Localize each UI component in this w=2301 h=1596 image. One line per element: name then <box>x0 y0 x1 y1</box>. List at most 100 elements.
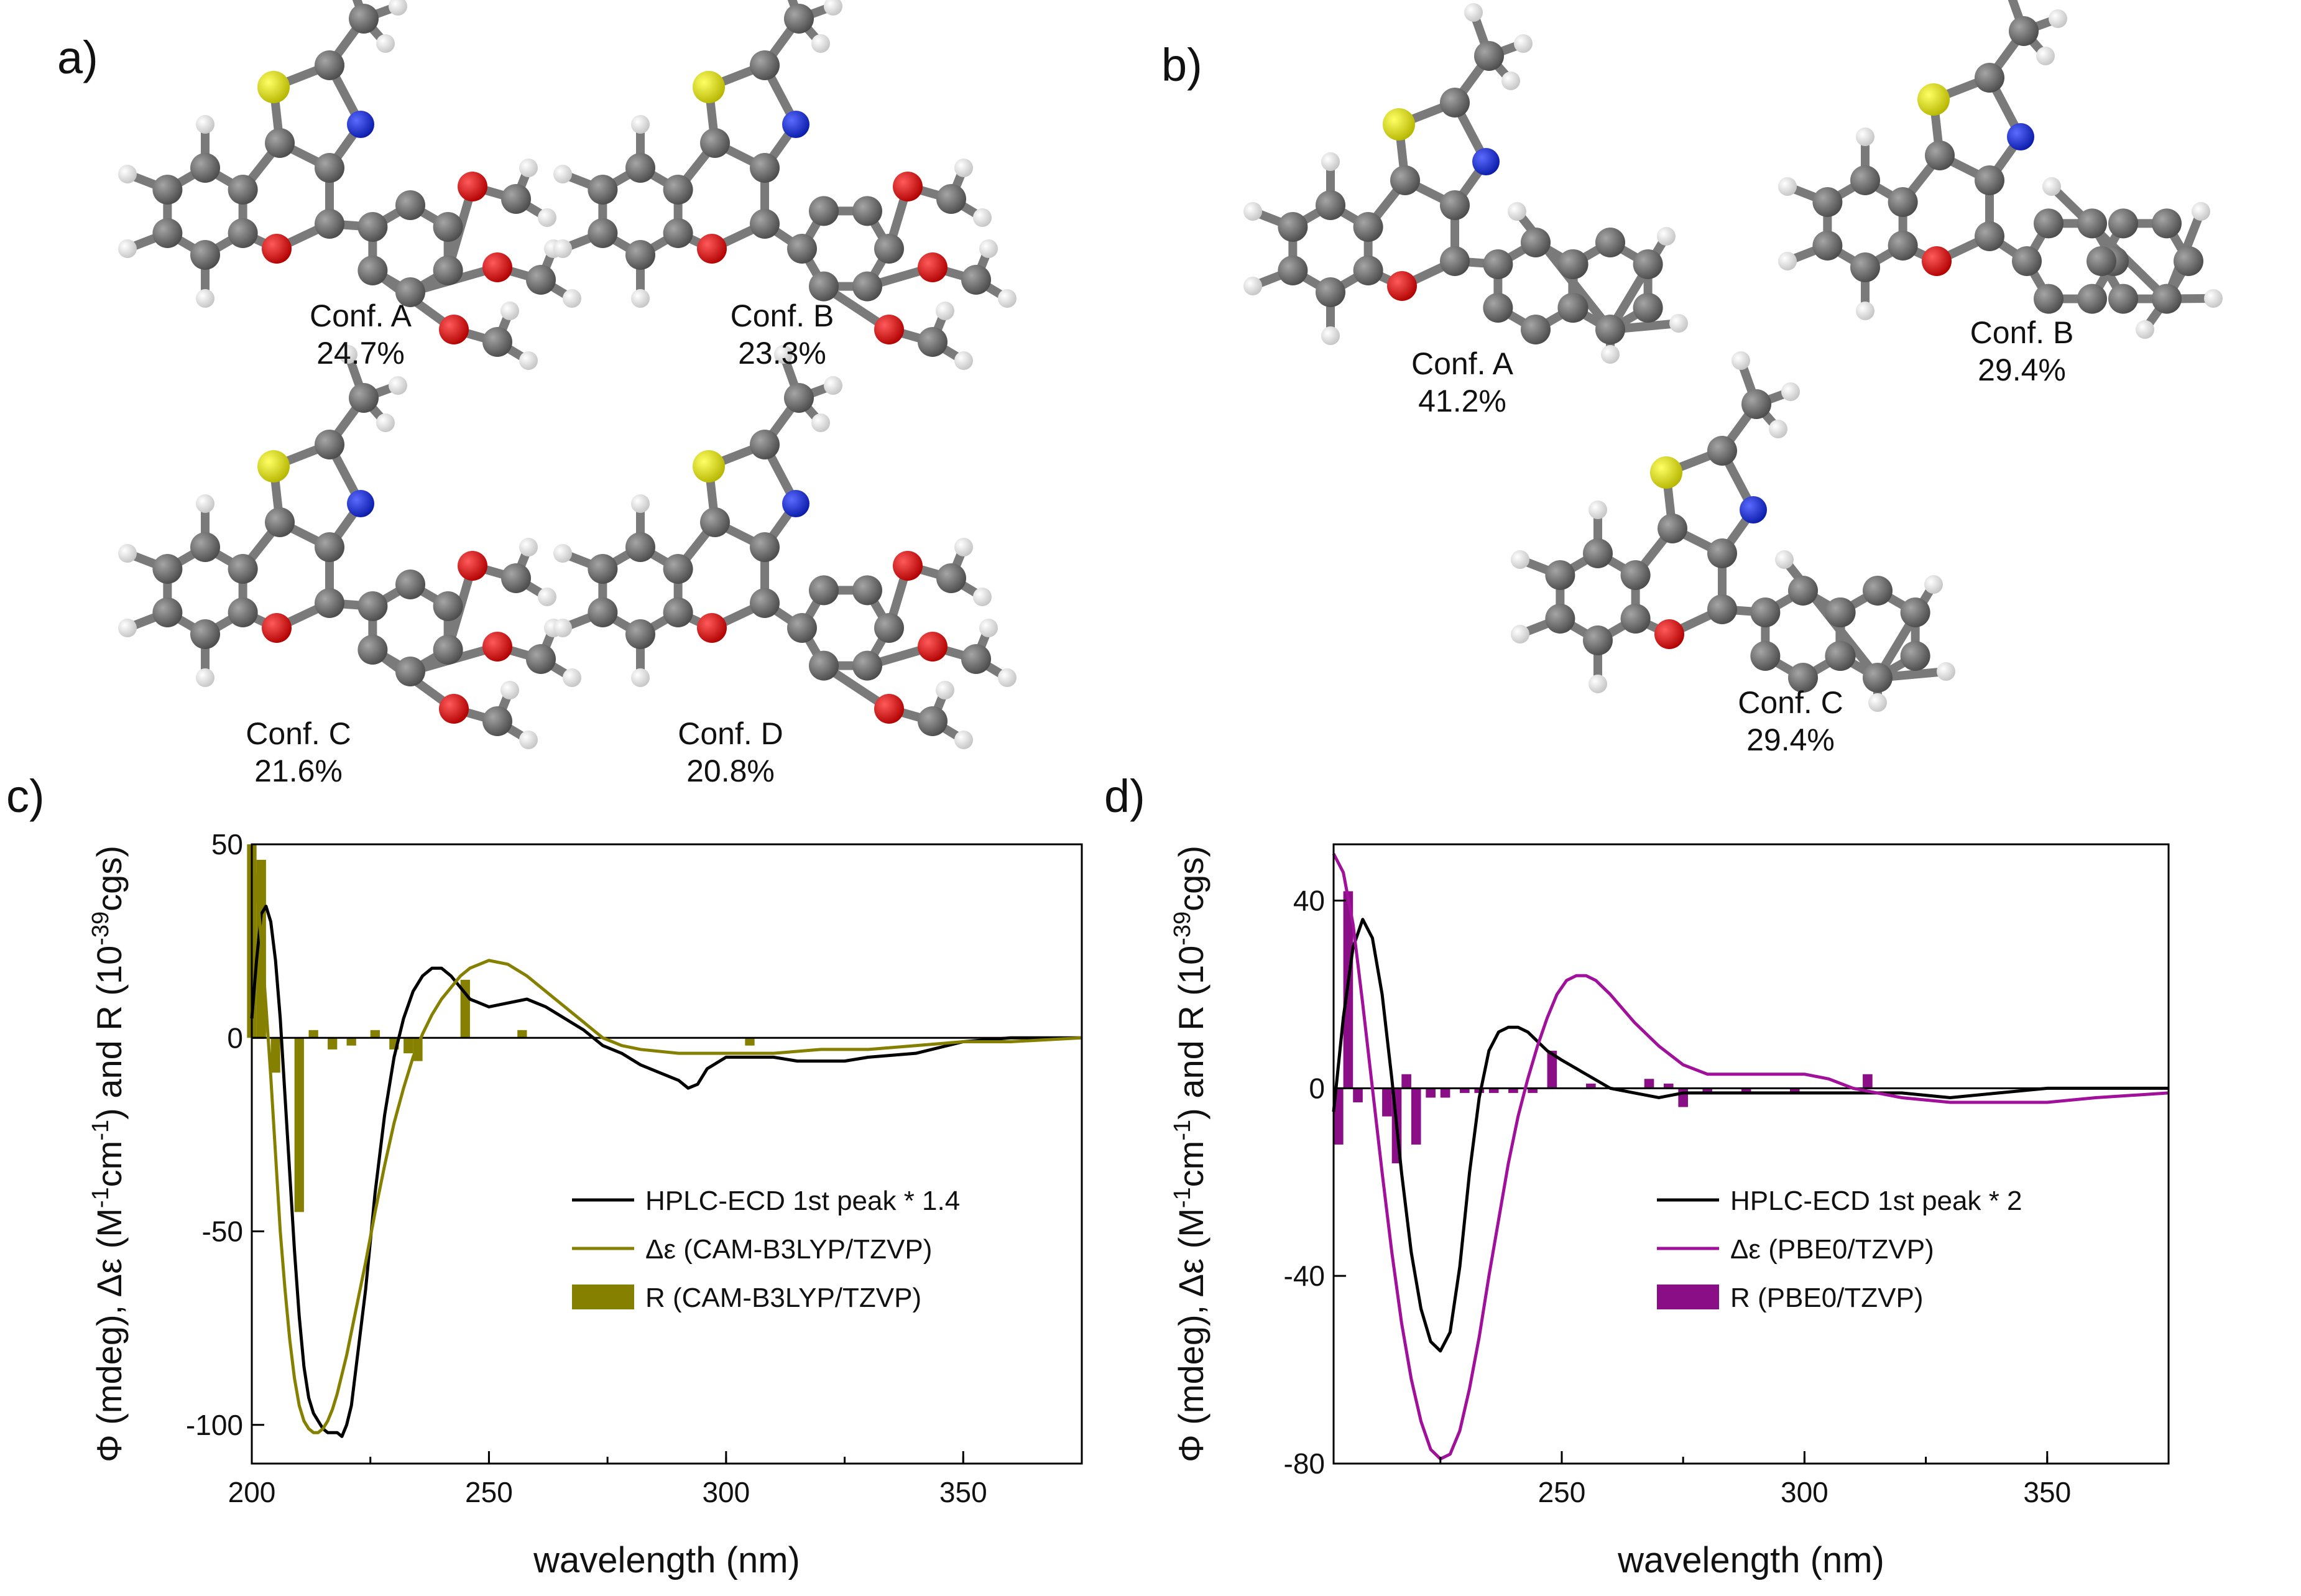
carbon-atom <box>852 575 882 606</box>
carbon-atom <box>1316 277 1345 307</box>
conf-label-a-D: Conf. D 20.8% <box>678 716 783 788</box>
hydrogen-atom <box>519 351 538 370</box>
hydrogen-atom <box>811 34 830 53</box>
carbon-atom <box>1975 165 2004 195</box>
hydrogen-atom <box>2049 9 2067 28</box>
carbon-atom <box>357 635 388 665</box>
hydrogen-atom <box>519 159 538 177</box>
hydrogen-atom <box>1781 382 1800 401</box>
carbon-atom <box>152 554 183 584</box>
carbon-atom <box>1812 231 1843 261</box>
hydrogen-atom <box>1243 202 1262 221</box>
carbon-atom <box>357 256 388 285</box>
hydrogen-atom <box>389 0 407 16</box>
hydrogen-atom <box>954 351 973 370</box>
carbon-atom <box>357 212 388 242</box>
carbon-atom <box>152 218 183 248</box>
carbon-atom <box>1483 249 1513 279</box>
carbon-atom <box>190 619 220 649</box>
carbon-atom <box>1863 663 1893 693</box>
sulfur-atom <box>693 71 725 103</box>
hydrogen-atom <box>1657 227 1676 246</box>
r-bar <box>1702 1088 1713 1093</box>
carbon-atom <box>852 650 882 681</box>
hydrogen-atom <box>973 208 992 227</box>
conf-label-b-A: Conf. A 41.2% <box>1411 346 1513 418</box>
carbon-atom <box>700 128 730 158</box>
hydrogen-atom <box>979 239 998 258</box>
r-bar <box>1547 1051 1557 1089</box>
bond <box>2047 182 2171 303</box>
oxygen-atom <box>697 613 727 643</box>
carbon-atom <box>1900 597 1930 627</box>
calculated-de-line <box>250 852 1082 1434</box>
hydrogen-atom <box>2204 289 2223 308</box>
y-axis-label-part: cgs) <box>1171 846 1210 911</box>
carbon-atom <box>1975 63 2004 93</box>
carbon-atom <box>1741 389 1771 419</box>
oxygen-atom <box>874 694 904 724</box>
carbon-atom <box>1658 514 1687 543</box>
hydrogen-atom <box>1589 500 1607 519</box>
hydrogen-atom <box>936 681 954 699</box>
legend-label: R (PBE0/TZVP) <box>1730 1283 1924 1313</box>
carbon-atom <box>190 532 220 562</box>
r-bar <box>1488 1088 1499 1093</box>
hydrogen-atom <box>824 0 842 16</box>
carbon-atom <box>315 153 344 183</box>
carbon-atom <box>433 256 463 285</box>
y-axis-label-part: -1 <box>1169 1120 1196 1141</box>
carbon-atom <box>961 644 991 674</box>
carbon-atom <box>228 175 258 205</box>
hydrogen-atom <box>118 619 137 637</box>
oxygen-atom <box>458 551 487 581</box>
legend-swatch-bar <box>572 1285 634 1309</box>
carbon-atom <box>2077 208 2107 239</box>
hydrogen-atom <box>1669 314 1688 333</box>
r-bar <box>403 1038 413 1054</box>
hydrogen-atom <box>631 289 650 308</box>
carbon-atom <box>1707 538 1737 568</box>
carbon-atom <box>1825 597 1855 627</box>
carbon-atom <box>1900 641 1930 671</box>
oxygen-atom <box>1922 246 1952 276</box>
carbon-atom <box>315 430 344 459</box>
carbon-atom <box>1440 246 1470 276</box>
hydrogen-atom <box>631 668 650 687</box>
hydrogen-atom <box>389 376 407 395</box>
hydrogen-atom <box>954 159 973 177</box>
hydrogen-atom <box>1769 420 1787 438</box>
sulfur-atom <box>693 450 725 482</box>
y-tick-label: 50 <box>211 828 243 860</box>
carbon-atom <box>2087 246 2116 276</box>
hydrogen-atom <box>1778 177 1797 196</box>
r-bar <box>270 1038 280 1073</box>
hydrogen-atom <box>954 538 973 556</box>
carbon-atom <box>315 532 344 562</box>
hydrogen-atom <box>376 34 395 53</box>
r-bar <box>1401 1074 1411 1089</box>
r-bar <box>308 1030 318 1038</box>
carbon-atom <box>1474 41 1504 71</box>
x-tick-label: 250 <box>1538 1476 1586 1508</box>
carbon-atom <box>852 271 882 302</box>
y-tick-label: -50 <box>202 1215 243 1248</box>
carbon-atom <box>874 234 904 264</box>
carbon-atom <box>2009 16 2039 46</box>
carbon-atom <box>1545 604 1575 634</box>
carbon-atom <box>265 128 295 158</box>
carbon-atom <box>809 650 839 681</box>
carbon-atom <box>852 196 882 226</box>
carbon-atom <box>1812 187 1843 217</box>
carbon-atom <box>1707 594 1737 624</box>
carbon-atom <box>2108 208 2138 239</box>
r-bar <box>1678 1088 1688 1107</box>
carbon-atom <box>750 430 780 459</box>
y-axis-label-part: cm <box>1171 1141 1210 1188</box>
hydrogen-atom <box>553 619 572 637</box>
nitrogen-atom <box>347 490 374 517</box>
carbon-atom <box>588 554 618 584</box>
hydrogen-atom <box>553 544 572 563</box>
carbon-atom <box>1825 641 1855 671</box>
hydrogen-atom <box>1514 34 1533 53</box>
